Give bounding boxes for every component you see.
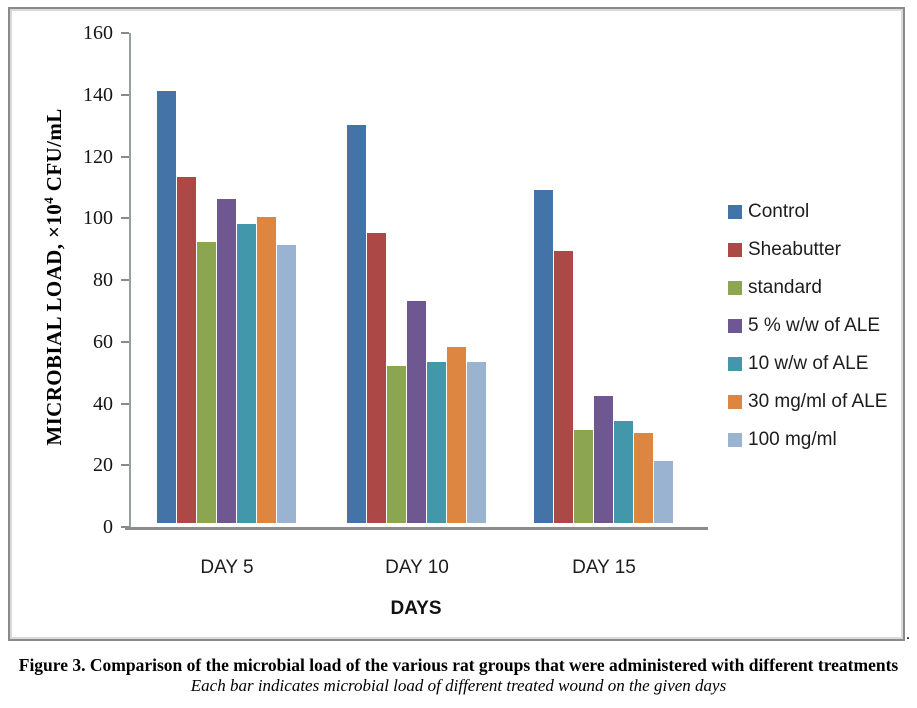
y-tick-label: 0 <box>103 516 113 538</box>
x-axis-line <box>125 527 708 530</box>
y-tick-label: 20 <box>93 454 113 477</box>
bar <box>197 242 216 523</box>
figure-caption-subtitle: Each bar indicates microbial load of dif… <box>190 676 727 695</box>
bar <box>534 190 553 523</box>
bar <box>217 199 236 523</box>
figure-caption-title: Figure 3. Comparison of the microbial lo… <box>18 655 899 675</box>
y-tick-mark <box>121 93 129 96</box>
y-tick-mark <box>121 217 129 220</box>
bar <box>574 430 593 523</box>
bar <box>157 91 176 523</box>
bar-group-day-5 <box>157 91 297 523</box>
legend-swatch <box>728 281 742 295</box>
y-tick-mark <box>121 279 129 281</box>
bar-group-day-15 <box>534 190 674 523</box>
legend-swatch <box>728 243 742 257</box>
x-axis-title: DAYS <box>390 598 442 619</box>
bar <box>467 362 486 523</box>
y-tick-label: 100 <box>83 207 113 230</box>
bar <box>237 224 256 523</box>
bar <box>614 421 633 523</box>
y-tick-label: 120 <box>83 145 113 168</box>
figure-caption: Figure 3. Comparison of the microbial lo… <box>0 655 917 696</box>
bar <box>277 245 296 523</box>
legend: Control Sheabutter standard 5 % w/w of ALE 1… <box>728 193 887 459</box>
legend-swatch <box>728 433 742 447</box>
y-tick-label: 160 <box>83 22 113 44</box>
y-tick-label: 60 <box>93 330 113 353</box>
legend-swatch <box>728 319 742 333</box>
bar <box>367 233 386 523</box>
y-axis-title-superscript: 4 <box>41 196 56 204</box>
legend-label: 30 mg/ml of ALE <box>748 391 888 412</box>
legend-label: Control <box>748 201 810 222</box>
legend-item: 5 % w/w of ALE <box>728 307 887 345</box>
y-tick-label: 40 <box>93 392 113 415</box>
y-tick-mark <box>121 464 129 467</box>
bar-group-day-10 <box>347 125 487 523</box>
legend-item: 10 w/w of ALE <box>728 345 887 383</box>
y-tick-mark <box>121 32 129 34</box>
y-tick-mark <box>121 340 129 343</box>
legend-label: 100 mg/ml <box>748 429 837 450</box>
legend-item: Sheabutter <box>728 231 887 269</box>
bar <box>347 125 366 523</box>
bar <box>554 251 573 523</box>
bar <box>654 461 673 523</box>
bar <box>387 366 406 523</box>
legend-label: 10 w/w of ALE <box>748 353 869 374</box>
bar <box>407 301 426 523</box>
legend-swatch <box>728 357 742 371</box>
trailing-period: . <box>906 626 910 643</box>
y-axis-line <box>129 33 131 530</box>
x-category-label: DAY 15 <box>572 557 636 578</box>
y-tick-label: 140 <box>83 83 113 106</box>
y-tick-mark <box>121 155 129 158</box>
y-tick-mark <box>121 402 129 405</box>
x-category-label: DAY 5 <box>200 557 254 578</box>
bar <box>177 177 196 523</box>
legend-item: 100 mg/ml <box>728 421 887 459</box>
bar <box>257 217 276 523</box>
legend-swatch <box>728 395 742 409</box>
bar <box>447 347 466 523</box>
chart-figure-box: MICROBIAL LOAD, ×104 CFU/mL 160 140 120 100… <box>8 7 905 641</box>
bar <box>594 396 613 523</box>
legend-swatch <box>728 205 742 219</box>
bar <box>634 433 653 523</box>
legend-item: standard <box>728 269 887 307</box>
y-tick-label: 80 <box>93 269 113 291</box>
legend-item: 30 mg/ml of ALE <box>728 383 887 421</box>
legend-label: 5 % w/w of ALE <box>748 315 881 336</box>
legend-label: standard <box>748 277 822 298</box>
legend-label: Sheabutter <box>748 239 841 260</box>
bar <box>427 362 446 523</box>
legend-item: Control <box>728 193 887 231</box>
x-category-label: DAY 10 <box>385 557 449 578</box>
